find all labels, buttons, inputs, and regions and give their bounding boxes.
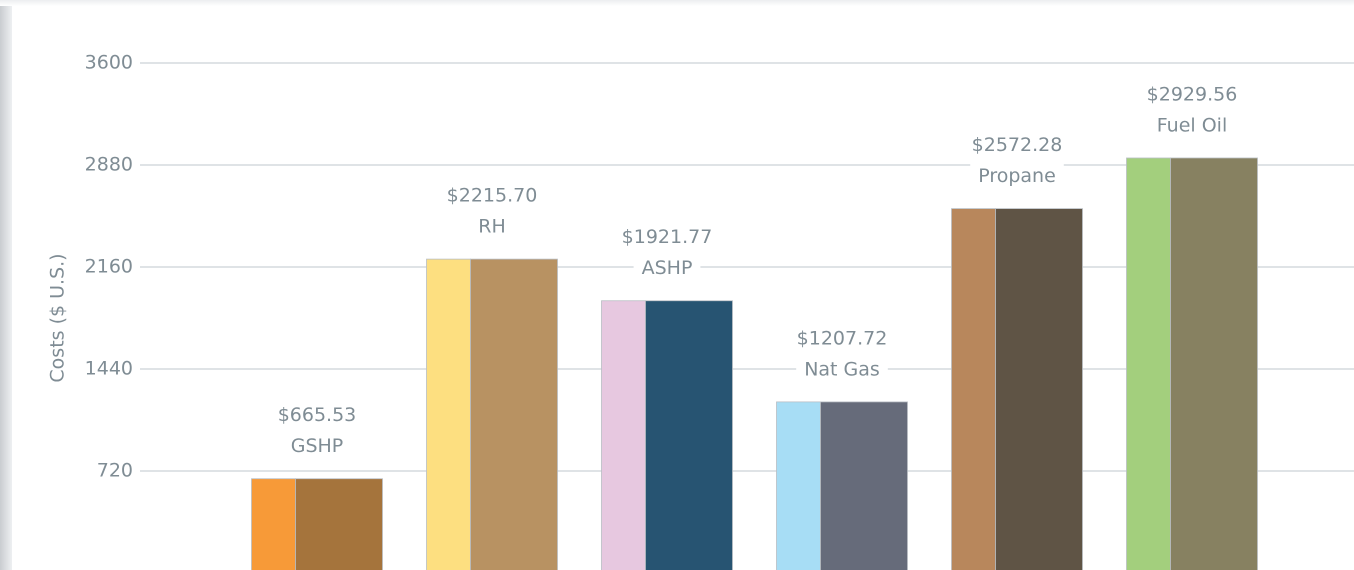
label-background [269,402,365,429]
bar-segment [601,300,646,570]
data-label: $1921.77 [622,226,713,248]
y-tick-label: 720 [97,460,133,482]
data-label: $665.53 [278,404,357,426]
bar-segment [951,208,996,570]
y-tick-label: 1440 [85,358,133,380]
category-label: ASHP [642,257,693,279]
bar-segment [426,258,471,570]
grid [140,62,1354,472]
y-axis-title: Costs ($ U.S.) [47,253,69,382]
data-label: $2572.28 [972,134,1063,156]
bar-segment [295,478,383,570]
data-label: $2929.56 [1147,83,1238,105]
label-background [613,224,721,251]
y-tick-label: 2880 [85,154,133,176]
bar-segment [820,401,908,570]
category-label: Propane [978,165,1056,187]
category-label: Fuel Oil [1157,114,1227,136]
category-label: GSHP [291,435,344,457]
label-background [633,255,701,282]
category-label: Nat Gas [804,358,880,380]
label-background [438,182,546,209]
label-background [1148,112,1236,139]
bar-segment [776,401,821,570]
label-background [970,163,1064,190]
label-background [1138,81,1246,108]
window-edge [0,0,1354,6]
window-edge [0,0,12,570]
bar-segment [1170,157,1258,570]
label-background [963,132,1071,159]
label-background [796,356,888,383]
bar-segment [995,208,1083,570]
bar-segment [470,258,558,570]
data-label: $1207.72 [797,327,888,349]
bar-segment [1126,157,1171,570]
label-background [788,325,896,352]
bar-segment [645,300,733,570]
data-label: $2215.70 [447,185,538,207]
label-background [282,433,352,460]
label-background [470,213,514,240]
y-tick-label: 2160 [85,256,133,278]
category-label: RH [478,216,506,238]
y-tick-label: 3600 [85,52,133,74]
bar-segment [251,478,296,570]
